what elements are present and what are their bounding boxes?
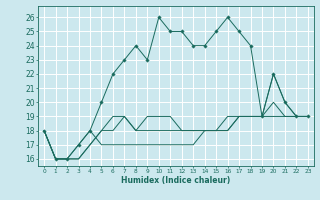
X-axis label: Humidex (Indice chaleur): Humidex (Indice chaleur) (121, 176, 231, 185)
